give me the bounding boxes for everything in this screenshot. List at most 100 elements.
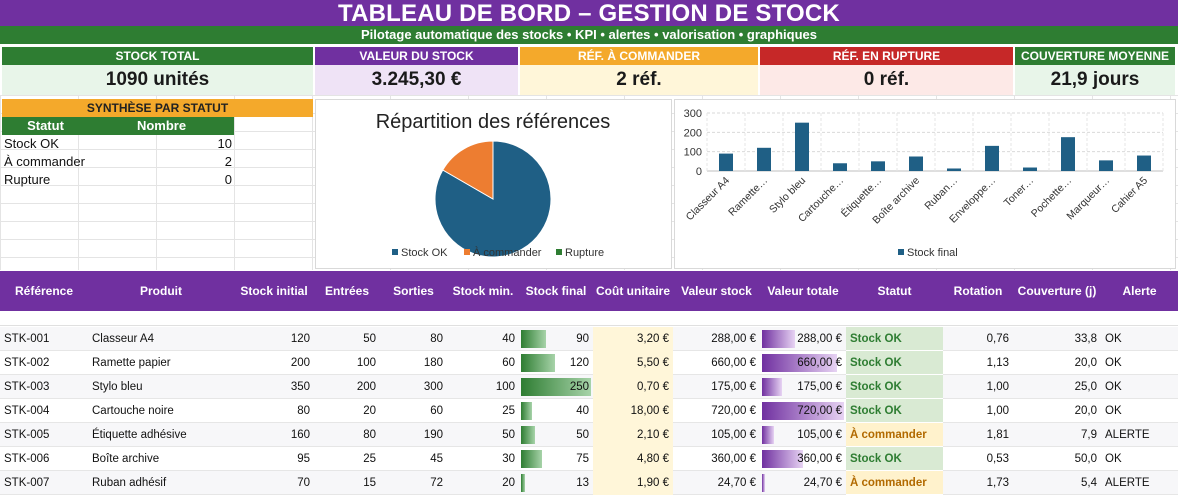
cell-rotation[interactable]: 1,00 [943, 399, 1013, 423]
col-header-total-value[interactable]: Valeur totale [767, 284, 839, 298]
cell-reference[interactable]: STK-006 [0, 447, 88, 471]
table-row[interactable]: STK-003 Stylo bleu 350 200 300 100 250 0,70 € 17… [0, 375, 1178, 399]
cell-entries[interactable]: 50 [314, 327, 380, 351]
cell-total-value[interactable]: 175,00 € [760, 375, 846, 399]
cell-total-value[interactable]: 660,00 € [760, 351, 846, 375]
cell-final-stock[interactable]: 75 [519, 447, 593, 471]
cell-product[interactable]: Cartouche noire [88, 399, 234, 423]
cell-stock-value[interactable]: 24,70 € [673, 471, 760, 495]
col-header-final-stock[interactable]: Stock final [525, 284, 587, 298]
col-header-stock-value[interactable]: Valeur stock [681, 284, 752, 298]
cell-stock-value[interactable]: 288,00 € [673, 327, 760, 351]
cell-min-stock[interactable]: 50 [447, 423, 519, 447]
cell-exits[interactable]: 190 [380, 423, 447, 447]
cell-status[interactable]: Stock OK [846, 447, 943, 471]
cell-product[interactable]: Stylo bleu [88, 375, 234, 399]
col-header-rotation[interactable]: Rotation [953, 284, 1003, 298]
cell-rotation[interactable]: 1,00 [943, 375, 1013, 399]
cell-final-stock[interactable]: 13 [519, 471, 593, 495]
cell-coverage[interactable]: 25,0 [1013, 375, 1101, 399]
cell-total-value[interactable]: 105,00 € [760, 423, 846, 447]
cell-unit-cost[interactable]: 5,50 € [593, 351, 673, 375]
col-header-unit-cost[interactable]: Coût unitaire [596, 284, 670, 298]
cell-total-value[interactable]: 288,00 € [760, 327, 846, 351]
col-header-reference[interactable]: Référence [14, 284, 74, 298]
cell-reference[interactable]: STK-007 [0, 471, 88, 495]
col-header-exits[interactable]: Sorties [393, 284, 434, 298]
table-row[interactable]: STK-005 Étiquette adhésive 160 80 190 50 50 2,1… [0, 423, 1178, 447]
cell-status[interactable]: À commander [846, 423, 943, 447]
cell-exits[interactable]: 60 [380, 399, 447, 423]
table-row[interactable]: STK-007 Ruban adhésif 70 15 72 20 13 1,90 € 24,7… [0, 471, 1178, 495]
cell-reference[interactable]: STK-004 [0, 399, 88, 423]
bar-chart[interactable]: 0 100 200 300 Classeur A4 Ramette… Stylo bleu… [674, 99, 1176, 269]
bar[interactable] [1023, 167, 1037, 171]
cell-rotation[interactable]: 1,81 [943, 423, 1013, 447]
col-header-product[interactable]: Produit [140, 284, 182, 298]
cell-min-stock[interactable]: 40 [447, 327, 519, 351]
cell-reference[interactable]: STK-001 [0, 327, 88, 351]
cell-rotation[interactable]: 0,53 [943, 447, 1013, 471]
table-row[interactable]: STK-001 Classeur A4 120 50 80 40 90 3,20 € 288,0… [0, 327, 1178, 351]
cell-unit-cost[interactable]: 0,70 € [593, 375, 673, 399]
cell-alert[interactable]: OK [1101, 351, 1178, 375]
cell-exits[interactable]: 72 [380, 471, 447, 495]
cell-initial-stock[interactable]: 80 [234, 399, 314, 423]
cell-initial-stock[interactable]: 160 [234, 423, 314, 447]
bar[interactable] [1061, 137, 1075, 171]
cell-unit-cost[interactable]: 18,00 € [593, 399, 673, 423]
cell-initial-stock[interactable]: 70 [234, 471, 314, 495]
cell-final-stock[interactable]: 120 [519, 351, 593, 375]
cell-entries[interactable]: 100 [314, 351, 380, 375]
cell-coverage[interactable]: 5,4 [1013, 471, 1101, 495]
cell-final-stock[interactable]: 40 [519, 399, 593, 423]
table-row[interactable]: STK-002 Ramette papier 200 100 180 60 120 5,50 … [0, 351, 1178, 375]
cell-status[interactable]: Stock OK [846, 375, 943, 399]
cell-unit-cost[interactable]: 2,10 € [593, 423, 673, 447]
table-row[interactable]: STK-006 Boîte archive 95 25 45 30 75 4,80 € 360,… [0, 447, 1178, 471]
cell-final-stock[interactable]: 50 [519, 423, 593, 447]
bar[interactable] [833, 163, 847, 171]
cell-min-stock[interactable]: 60 [447, 351, 519, 375]
bar[interactable] [871, 161, 885, 171]
cell-entries[interactable]: 15 [314, 471, 380, 495]
table-row[interactable]: STK-004 Cartouche noire 80 20 60 25 40 18,00 € 7… [0, 399, 1178, 423]
cell-product[interactable]: Classeur A4 [88, 327, 234, 351]
cell-min-stock[interactable]: 30 [447, 447, 519, 471]
col-header-entries[interactable]: Entrées [324, 284, 370, 298]
cell-reference[interactable]: STK-002 [0, 351, 88, 375]
cell-entries[interactable]: 25 [314, 447, 380, 471]
cell-initial-stock[interactable]: 120 [234, 327, 314, 351]
cell-stock-value[interactable]: 105,00 € [673, 423, 760, 447]
cell-status[interactable]: À commander [846, 471, 943, 495]
cell-product[interactable]: Ruban adhésif [88, 471, 234, 495]
kpi-stock-value[interactable]: VALEUR DU STOCK 3.245,30 € [315, 47, 518, 95]
bar[interactable] [947, 168, 961, 171]
cell-alert[interactable]: OK [1101, 327, 1178, 351]
bar[interactable] [985, 145, 999, 171]
cell-exits[interactable]: 180 [380, 351, 447, 375]
cell-coverage[interactable]: 50,0 [1013, 447, 1101, 471]
col-header-alert[interactable]: Alerte [1122, 284, 1157, 298]
cell-exits[interactable]: 300 [380, 375, 447, 399]
cell-coverage[interactable]: 7,9 [1013, 423, 1101, 447]
cell-unit-cost[interactable]: 4,80 € [593, 447, 673, 471]
cell-entries[interactable]: 20 [314, 399, 380, 423]
kpi-average-coverage[interactable]: COUVERTURE MOYENNE 21,9 jours [1015, 47, 1175, 95]
cell-coverage[interactable]: 20,0 [1013, 351, 1101, 375]
cell-initial-stock[interactable]: 350 [234, 375, 314, 399]
pie-slice[interactable] [442, 140, 494, 200]
cell-exits[interactable]: 45 [380, 447, 447, 471]
cell-min-stock[interactable]: 100 [447, 375, 519, 399]
cell-entries[interactable]: 80 [314, 423, 380, 447]
cell-product[interactable]: Boîte archive [88, 447, 234, 471]
cell-min-stock[interactable]: 25 [447, 399, 519, 423]
cell-stock-value[interactable]: 720,00 € [673, 399, 760, 423]
cell-alert[interactable]: OK [1101, 447, 1178, 471]
cell-status[interactable]: Stock OK [846, 351, 943, 375]
cell-total-value[interactable]: 720,00 € [760, 399, 846, 423]
cell-rotation[interactable]: 0,76 [943, 327, 1013, 351]
cell-status[interactable]: Stock OK [846, 399, 943, 423]
cell-exits[interactable]: 80 [380, 327, 447, 351]
bar[interactable] [909, 156, 923, 172]
